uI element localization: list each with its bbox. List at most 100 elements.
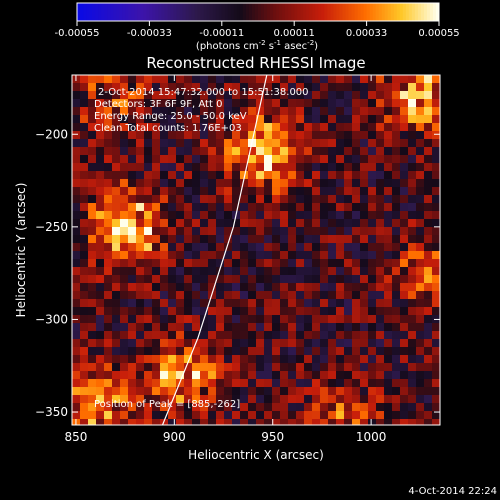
heatmap-pixel: [416, 299, 425, 308]
heatmap-pixel: [432, 115, 440, 124]
heatmap-pixel: [216, 315, 225, 324]
heatmap-pixel: [208, 403, 217, 412]
heatmap-pixel: [344, 379, 353, 388]
heatmap-pixel: [416, 187, 425, 196]
heatmap-pixel: [368, 403, 377, 412]
colorbar-cell: [435, 3, 440, 21]
heatmap-pixel: [176, 371, 185, 380]
heatmap-pixel: [80, 187, 89, 196]
heatmap-pixel: [240, 187, 249, 196]
heatmap-pixel: [416, 219, 425, 228]
heatmap-pixel: [432, 107, 440, 116]
heatmap-pixel: [232, 155, 241, 164]
heatmap-pixel: [208, 99, 217, 108]
heatmap-pixel: [296, 83, 305, 92]
heatmap-pixel: [288, 291, 297, 300]
heatmap-pixel: [200, 243, 209, 252]
heatmap-pixel: [128, 155, 137, 164]
heatmap-pixel: [264, 115, 273, 124]
heatmap-pixel: [232, 179, 241, 188]
heatmap-pixel: [192, 155, 201, 164]
colorbar-cell: [360, 3, 365, 21]
heatmap-pixel: [80, 291, 89, 300]
heatmap-pixel: [320, 147, 329, 156]
colorbar-cell: [80, 3, 84, 21]
colorbar-ticks: -0.00055 -0.00033 -0.00011 0.00011 0.00033 0.…: [55, 21, 460, 39]
heatmap-pixel: [248, 99, 257, 108]
heatmap-pixel: [312, 171, 321, 180]
heatmap-pixel: [384, 195, 393, 204]
heatmap-pixel: [80, 379, 89, 388]
heatmap-pixel: [376, 379, 385, 388]
heatmap-pixel: [88, 195, 97, 204]
heatmap-pixel: [136, 187, 145, 196]
heatmap-pixel: [128, 411, 137, 420]
heatmap-pixel: [384, 235, 393, 244]
heatmap-pixel: [200, 131, 209, 140]
heatmap-pixel: [360, 227, 369, 236]
heatmap-pixel: [224, 163, 233, 172]
heatmap-pixel: [408, 99, 417, 108]
heatmap-pixel: [376, 315, 385, 324]
heatmap-pixel: [96, 163, 105, 172]
heatmap-pixel: [320, 395, 329, 404]
heatmap-pixel: [88, 243, 97, 252]
heatmap-pixel: [96, 403, 105, 412]
heatmap-pixel: [288, 395, 297, 404]
heatmap-pixel: [408, 363, 417, 372]
heatmap-pixel: [168, 243, 177, 252]
heatmap-pixel: [328, 275, 337, 284]
heatmap-pixel: [296, 227, 305, 236]
heatmap-pixel: [200, 107, 209, 116]
heatmap-pixel: [112, 243, 121, 252]
heatmap-pixel: [320, 219, 329, 228]
colorbar-tick-label: -0.00033: [127, 28, 172, 39]
heatmap-pixel: [376, 163, 385, 172]
heatmap-pixel: [336, 91, 345, 100]
heatmap-pixel: [208, 91, 217, 100]
heatmap-pixel: [104, 155, 113, 164]
heatmap-pixel: [72, 339, 81, 348]
heatmap-pixel: [360, 83, 369, 92]
heatmap-pixel: [80, 123, 89, 132]
colorbar-cell: [188, 3, 193, 21]
heatmap-pixel: [216, 363, 225, 372]
heatmap-pixel: [96, 91, 105, 100]
heatmap-pixel: [88, 387, 97, 396]
heatmap-pixel: [400, 235, 409, 244]
heatmap-pixel: [80, 251, 89, 260]
heatmap-pixel: [424, 371, 433, 380]
heatmap-pixel: [152, 163, 161, 172]
colorbar-cell: [282, 3, 286, 21]
heatmap-pixel: [128, 131, 137, 140]
heatmap-pixel: [136, 147, 145, 156]
heatmap-pixel: [176, 123, 185, 132]
colorbar-cell: [405, 3, 410, 21]
heatmap-pixel: [328, 387, 337, 396]
heatmap-pixel: [240, 307, 249, 316]
heatmap-pixel: [160, 235, 169, 244]
heatmap-pixel: [376, 419, 385, 425]
heatmap-pixel: [328, 259, 337, 268]
heatmap-pixel: [280, 323, 289, 332]
colorbar-cell: [86, 3, 90, 21]
heatmap-pixel: [304, 347, 313, 356]
heatmap-pixel: [360, 347, 369, 356]
heatmap-pixel: [368, 251, 377, 260]
heatmap-pixel: [392, 203, 401, 212]
colorbar-cell: [339, 3, 343, 21]
heatmap-pixel: [368, 203, 377, 212]
heatmap-pixel: [384, 219, 393, 228]
colorbar-cell: [348, 3, 353, 21]
heatmap-pixel: [88, 371, 97, 380]
heatmap-pixel: [296, 131, 305, 140]
heatmap-pixel: [320, 379, 329, 388]
heatmap-pixel: [248, 315, 257, 324]
heatmap-pixel: [104, 307, 113, 316]
heatmap-pixel: [112, 379, 121, 388]
heatmap-pixel: [128, 323, 137, 332]
heatmap-pixel: [408, 291, 417, 300]
heatmap-pixel: [288, 307, 297, 316]
heatmap-pixel: [248, 403, 257, 412]
heatmap-pixel: [240, 299, 249, 308]
